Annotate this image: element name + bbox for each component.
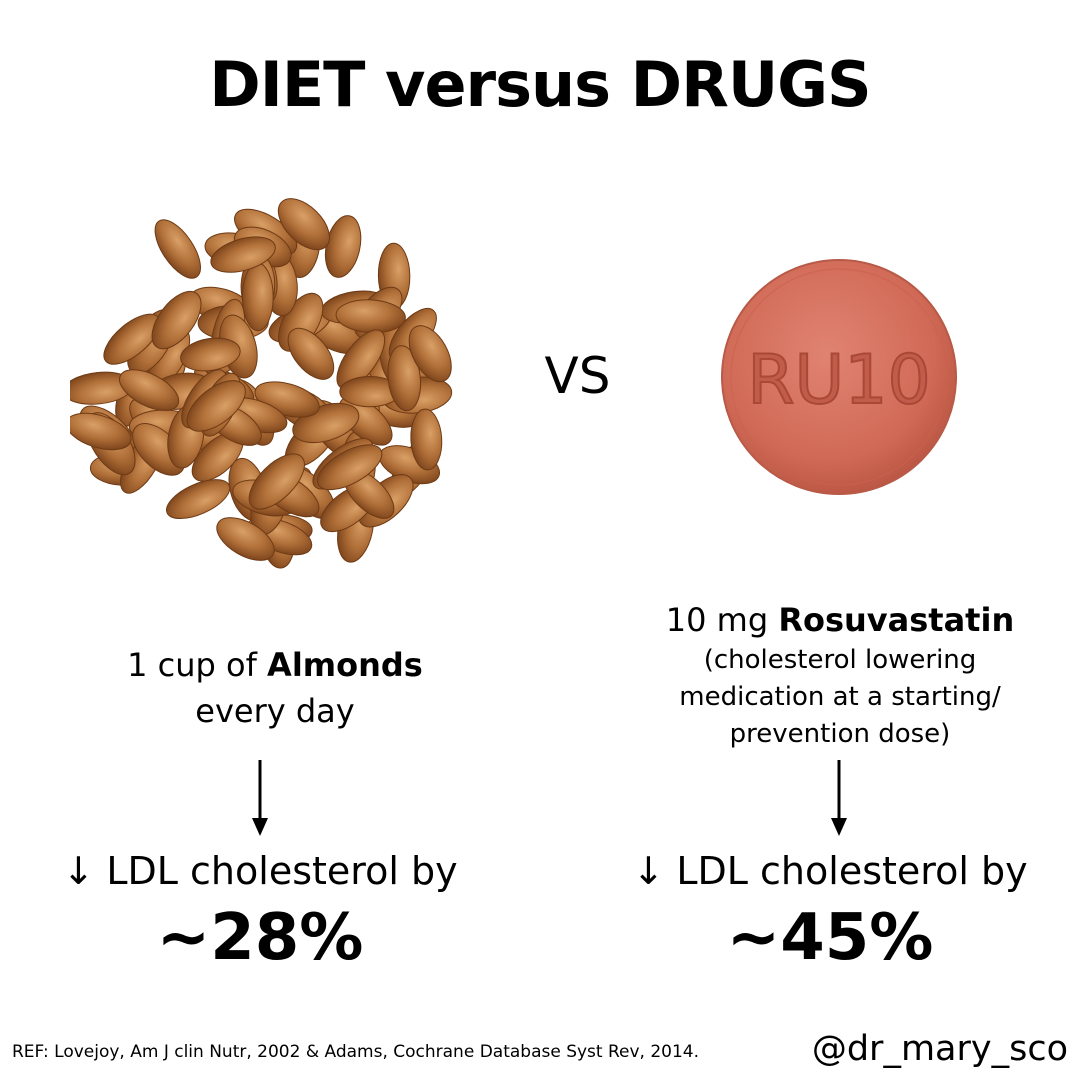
almond-shape xyxy=(410,408,443,471)
drug-note-line3: prevention dose) xyxy=(729,719,951,749)
almond-shape xyxy=(241,262,274,332)
reference-citation: REF: Lovejoy, Am J clin Nutr, 2002 & Ada… xyxy=(12,1042,700,1062)
almond-shape xyxy=(277,198,330,251)
arrow-down-icon xyxy=(831,760,847,836)
diet-description: 1 cup of Almonds every day xyxy=(60,642,490,734)
drug-name: Rosuvastatin xyxy=(778,601,1015,639)
almond-shape xyxy=(186,380,246,432)
drug-dose: 10 mg xyxy=(665,601,779,639)
almond-shape xyxy=(216,517,275,561)
author-handle: @dr_mary_sco xyxy=(811,1029,1068,1069)
almond-shape xyxy=(119,369,180,411)
page-title: DIET versus DRUGS xyxy=(209,48,871,121)
almond-shape xyxy=(210,236,276,273)
almonds-pile-icon xyxy=(70,198,453,569)
pill-tablet-icon: RU10 xyxy=(721,259,957,495)
almond-shape xyxy=(154,219,201,279)
pill-imprint: RU10 xyxy=(747,341,931,420)
diet-frequency: every day xyxy=(195,692,355,730)
almond-shape xyxy=(166,479,231,520)
almond-shape xyxy=(324,215,362,278)
almond-shape xyxy=(408,325,452,383)
diet-food-name: Almonds xyxy=(267,646,423,684)
diet-effect-label: ↓ LDL cholesterol by xyxy=(62,849,458,893)
almond-shape xyxy=(387,345,422,412)
diet-quantity: 1 cup of xyxy=(127,646,268,684)
drug-note-line1: (cholesterol lowering xyxy=(703,645,977,675)
almond-shape xyxy=(287,327,335,380)
drug-description: 10 mg Rosuvastatin (cholesterol lowering… xyxy=(600,598,1080,753)
arrow-down-icon xyxy=(252,760,268,836)
diet-reduction-value: ~28% xyxy=(156,901,364,975)
diet-line1: 1 cup of Almonds xyxy=(60,642,490,688)
almond-shape xyxy=(70,412,132,451)
drug-reduction-value: ~45% xyxy=(726,901,934,975)
versus-label: VS xyxy=(544,347,611,405)
almond-shape xyxy=(248,453,305,510)
drug-effect-label: ↓ LDL cholesterol by xyxy=(632,849,1028,893)
drug-line1: 10 mg Rosuvastatin xyxy=(600,598,1080,642)
almond-shape xyxy=(316,444,383,491)
almond-shape xyxy=(180,337,241,372)
almond-shape xyxy=(151,290,202,350)
drug-note-line2: medication at a starting/ xyxy=(679,682,1001,712)
